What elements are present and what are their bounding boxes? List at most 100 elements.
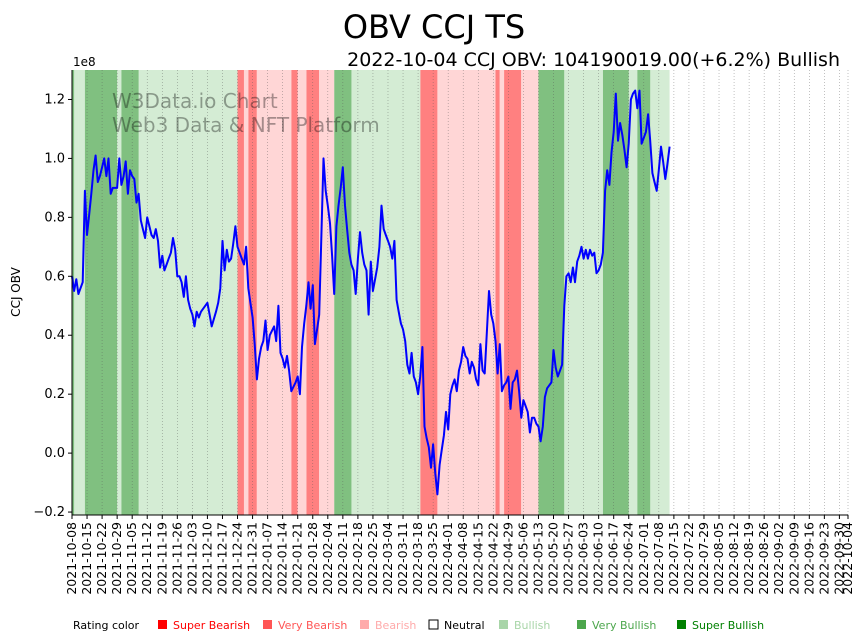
band-bearish <box>499 70 505 515</box>
x-tick-label: 2022-04-29 <box>500 522 515 595</box>
band-bearish <box>243 70 249 515</box>
y-tick-label: 0.4 <box>44 328 65 343</box>
band-bullish <box>78 70 85 515</box>
band-bullish <box>117 70 122 515</box>
x-tick-label: 2022-09-16 <box>801 522 816 595</box>
x-tick-label: 2022-04-08 <box>455 522 470 595</box>
legend-swatch <box>677 620 686 629</box>
band-bearish <box>297 70 307 515</box>
x-tick-label: 2022-05-27 <box>561 522 576 595</box>
x-tick-label: 2022-03-25 <box>425 522 440 595</box>
x-ticks: 2021-10-08 2021-10-15 2021-10-22 2021-10-29… <box>64 515 855 595</box>
band-bullish <box>650 70 670 515</box>
obv-line <box>71 89 671 496</box>
x-tick-label: 2022-09-02 <box>771 522 786 595</box>
legend-swatch <box>263 620 272 629</box>
x-tick-label: 2021-12-10 <box>199 522 214 595</box>
x-tick-label: 2021-11-19 <box>154 522 169 595</box>
x-tick-label: 2022-06-10 <box>591 522 606 595</box>
legend-swatch <box>577 620 586 629</box>
y-tick-label: 0.2 <box>44 387 65 402</box>
x-tick-label: 2022-01-28 <box>305 522 320 595</box>
band-very-bullish <box>72 70 75 515</box>
x-tick-label: 2021-10-22 <box>94 522 109 595</box>
band-bearish <box>256 70 292 515</box>
band-very-bearish <box>237 70 244 515</box>
x-tick-label: 2022-03-11 <box>395 522 410 595</box>
x-tick-label: 2022-04-15 <box>470 522 485 595</box>
x-tick-label: 2022-04-01 <box>440 522 455 595</box>
x-tick-label: 2021-11-12 <box>139 522 154 595</box>
y-tick-label: 1.2 <box>44 92 65 107</box>
x-tick-label: 2022-02-11 <box>335 522 350 595</box>
x-gridlines <box>71 70 849 515</box>
band-very-bullish <box>538 70 565 515</box>
x-tick-label: 2021-11-26 <box>169 522 184 595</box>
legend-title: Rating color <box>73 619 140 632</box>
x-tick-label: 2022-05-06 <box>515 522 530 595</box>
band-very-bullish <box>602 70 629 515</box>
legend-item-super-bearish: Super Bearish <box>173 619 250 632</box>
x-tick-label: 2022-04-22 <box>485 522 500 595</box>
x-tick-label: 2021-12-03 <box>184 522 199 595</box>
band-very-bearish <box>504 70 522 515</box>
x-tick-label: 2022-05-13 <box>530 522 545 595</box>
y-axis-label: CCJ OBV <box>9 266 23 316</box>
legend-item-bullish: Bullish <box>514 619 550 632</box>
x-tick-label: 2022-06-24 <box>621 522 636 595</box>
band-bullish <box>351 70 421 515</box>
x-tick-label: 2022-08-26 <box>756 522 771 595</box>
x-tick-label: 2022-06-03 <box>576 522 591 595</box>
band-bullish <box>628 70 638 515</box>
x-tick-label: 2022-05-20 <box>546 522 561 595</box>
y-tick-label: −0.2 <box>33 505 65 520</box>
x-tick-label: 2021-10-29 <box>109 522 124 595</box>
x-tick-label: 2021-10-15 <box>79 522 94 595</box>
band-bearish <box>521 70 539 515</box>
band-bearish <box>437 70 496 515</box>
legend-swatch <box>158 620 167 629</box>
x-tick-label: 2022-03-04 <box>380 522 395 595</box>
x-tick-label: 2022-09-30 <box>831 522 846 595</box>
legend-swatch <box>499 620 508 629</box>
band-bullish <box>74 70 79 515</box>
x-tick-label: 2022-07-08 <box>651 522 666 595</box>
x-tick-label: 2021-10-08 <box>64 522 79 595</box>
x-tick-label: 2022-08-12 <box>726 522 741 595</box>
x-tick-label: 2022-02-18 <box>350 522 365 595</box>
x-tick-label: 2022-07-01 <box>636 522 651 595</box>
x-tick-label: 2022-08-05 <box>711 522 726 595</box>
watermark-line: Web3 Data & NFT Platform <box>112 113 380 137</box>
x-tick-label: 2021-11-05 <box>124 522 139 595</box>
band-very-bearish <box>291 70 298 515</box>
x-tick-label: 2022-07-22 <box>681 522 696 595</box>
legend-swatch <box>428 619 439 630</box>
chart-subtitle: 2022-10-04 CCJ OBV: 104190019.00(+6.2%) … <box>347 49 840 71</box>
chart-title: OBV CCJ TS <box>343 8 525 46</box>
legend-item-super-bullish: Super Bullish <box>692 619 764 632</box>
x-tick-label: 2022-01-07 <box>260 522 275 595</box>
x-tick-label: 2022-02-04 <box>320 522 335 595</box>
x-tick-label: 2021-12-24 <box>230 522 245 595</box>
y-tick-label: 0.8 <box>44 210 65 225</box>
legend-item-neutral: Neutral <box>444 619 485 632</box>
band-very-bullish <box>84 70 118 515</box>
y-tick-label: 1.0 <box>44 151 65 166</box>
x-tick-label: 2022-03-18 <box>410 522 425 595</box>
obv-series <box>71 89 671 496</box>
x-tick-label: 2022-08-19 <box>741 522 756 595</box>
x-tick-label: 2021-12-17 <box>214 522 229 595</box>
y-tick-label: 0.0 <box>44 446 65 461</box>
legend-item-bearish: Bearish <box>375 619 416 632</box>
legend-item-very-bullish: Very Bullish <box>592 619 656 632</box>
legend-item-very-bearish: Very Bearish <box>278 619 347 632</box>
y-tick-label: 0.6 <box>44 269 65 284</box>
x-tick-label: 2022-10-04 <box>840 522 855 595</box>
x-tick-label: 2022-01-14 <box>275 522 290 595</box>
x-tick-label: 2022-02-25 <box>365 522 380 595</box>
x-tick-label: 2022-09-09 <box>786 522 801 595</box>
legend-swatch <box>360 620 369 629</box>
band-very-bearish <box>495 70 500 515</box>
x-tick-label: 2022-06-17 <box>606 522 621 595</box>
